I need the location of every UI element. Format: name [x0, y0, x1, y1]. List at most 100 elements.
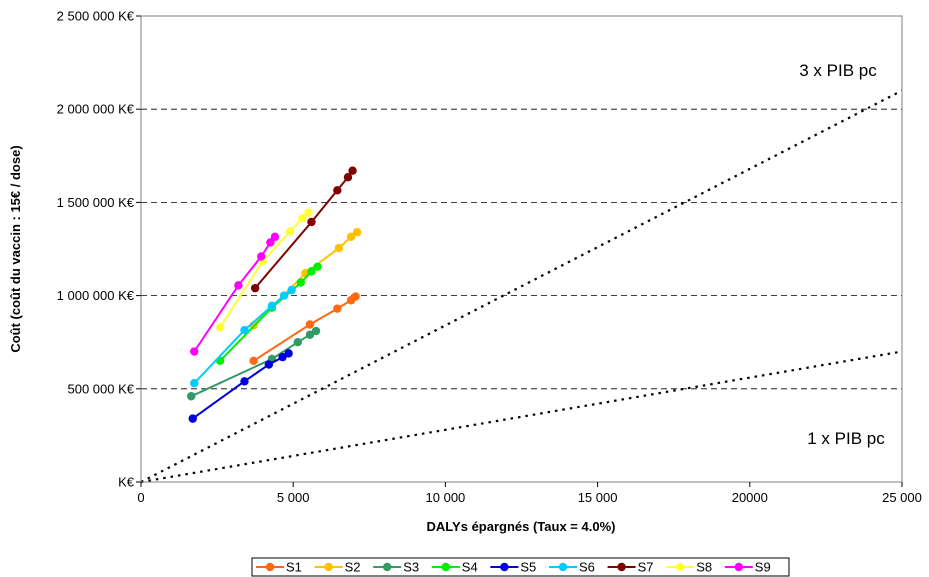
series-S9	[190, 232, 280, 356]
point-S8-4	[304, 208, 313, 217]
legend: S1 S2 S3 S4 S5 S6 S7 S8 S9	[251, 557, 790, 577]
point-S6-3	[279, 291, 289, 300]
series-S1	[249, 292, 360, 366]
legend-item-S3: S3	[373, 560, 419, 575]
x-tick-label-2: 10 000	[426, 490, 466, 505]
legend-label-S7: S7	[638, 560, 654, 575]
legend-item-S6: S6	[549, 560, 595, 575]
point-S9-0	[190, 347, 199, 356]
y-tick-label-2: 1 000 000 K€	[57, 288, 135, 303]
point-S3-0	[187, 392, 196, 401]
point-S7-3	[343, 173, 353, 182]
x-tick-label-4: 20000	[732, 490, 768, 505]
series-S6	[190, 285, 296, 388]
threshold-label-1x: 1 x PIB pc	[807, 429, 885, 448]
threshold-line-1	[140, 350, 903, 484]
point-S4-2	[296, 278, 306, 287]
point-S5-3	[278, 352, 287, 362]
series-S8	[215, 208, 313, 332]
point-S6-0	[190, 379, 199, 388]
legend-marker-S6	[558, 562, 568, 572]
legend-label-S5: S5	[520, 560, 536, 575]
x-tick-label-0: 0	[137, 490, 144, 505]
plot-area-frame	[140, 15, 903, 483]
point-S3-3	[305, 330, 315, 339]
y-axis-title: Coût (coût du vaccin : 15€ / dose)	[8, 145, 23, 352]
point-S9-4	[270, 232, 280, 242]
x-tick-label-1: 5 000	[277, 490, 310, 505]
legend-marker-S5	[500, 562, 509, 572]
legend-marker-S4	[441, 562, 450, 572]
series-line-S8	[219, 211, 310, 328]
y-tick-label-1: 500 000 K€	[67, 381, 134, 396]
series-S5	[188, 349, 293, 423]
legend-marker-S3	[383, 562, 392, 572]
point-S7-2	[333, 186, 342, 195]
point-S7-0	[250, 283, 260, 293]
series-S7	[250, 166, 357, 293]
series-S3	[187, 326, 321, 401]
legend-marker-S8	[676, 562, 685, 572]
series-group	[187, 166, 362, 423]
x-axis-title: DALYs épargnés (Taux = 4.0%)	[427, 519, 616, 534]
threshold-line-0	[140, 89, 903, 483]
legend-label-S9: S9	[755, 560, 771, 575]
legend-item-S8: S8	[666, 560, 712, 575]
legend-item-S1: S1	[256, 560, 302, 575]
point-S9-1	[234, 281, 243, 290]
legend-marker-S9	[734, 562, 743, 572]
point-S9-2	[257, 252, 266, 261]
legend-marker-S7	[617, 562, 626, 572]
legend-label-S4: S4	[462, 560, 478, 575]
y-tick-label-4: 2 000 000 K€	[57, 102, 135, 117]
point-S8-0	[215, 323, 225, 332]
legend-item-S9: S9	[724, 560, 771, 575]
point-S2-4	[352, 228, 362, 237]
point-S6-2	[267, 301, 277, 311]
point-S4-4	[313, 262, 322, 271]
legend-label-S2: S2	[345, 560, 361, 575]
legend-item-S4: S4	[431, 560, 478, 575]
series-S4	[215, 262, 322, 366]
y-tick-label-3: 1 500 000 K€	[57, 195, 135, 210]
gridlines	[141, 108, 902, 390]
point-S6-1	[240, 325, 249, 335]
point-S4-3	[307, 267, 316, 276]
point-S5-2	[264, 360, 274, 369]
point-S1-1	[305, 320, 315, 329]
x-axis-ticks: 0 5 000 10 000 15 000 20000 25 000	[137, 482, 922, 505]
legend-label-S3: S3	[403, 560, 419, 575]
point-S1-0	[249, 356, 258, 366]
y-tick-label-5: 2 500 000 K€	[57, 9, 135, 24]
x-tick-label-5: 25 000	[882, 490, 922, 505]
point-S1-2	[333, 304, 342, 313]
point-S5-4	[284, 349, 293, 358]
point-S2-3	[346, 232, 356, 242]
point-S2-2	[334, 243, 344, 253]
point-S8-2	[285, 227, 295, 236]
legend-item-S7: S7	[607, 560, 654, 575]
legend-item-S2: S2	[314, 560, 361, 575]
legend-marker-S1	[265, 562, 275, 572]
point-S7-4	[348, 166, 357, 175]
legend-box	[251, 557, 790, 577]
point-S5-0	[188, 414, 197, 423]
legend-label-S8: S8	[696, 560, 712, 575]
threshold-label-3x: 3 x PIB pc	[799, 61, 877, 80]
y-axis-ticks: K€ 500 000 K€ 1 000 000 K€ 1 500 000 K€ 2 00…	[57, 9, 141, 490]
threshold-lines	[140, 89, 903, 484]
y-tick-label-0: K€	[118, 475, 135, 490]
series-line-S5	[192, 352, 290, 420]
legend-label-S6: S6	[579, 560, 595, 575]
legend-item-S5: S5	[490, 560, 536, 575]
point-S5-1	[240, 377, 249, 386]
point-S3-4	[311, 326, 321, 336]
point-S8-3	[298, 214, 307, 223]
point-S6-4	[287, 285, 296, 295]
legend-marker-S2	[324, 562, 333, 572]
legend-label-S1: S1	[286, 560, 302, 575]
point-S9-3	[266, 238, 275, 247]
x-tick-label-3: 15 000	[578, 490, 618, 505]
point-S3-2	[293, 338, 302, 347]
